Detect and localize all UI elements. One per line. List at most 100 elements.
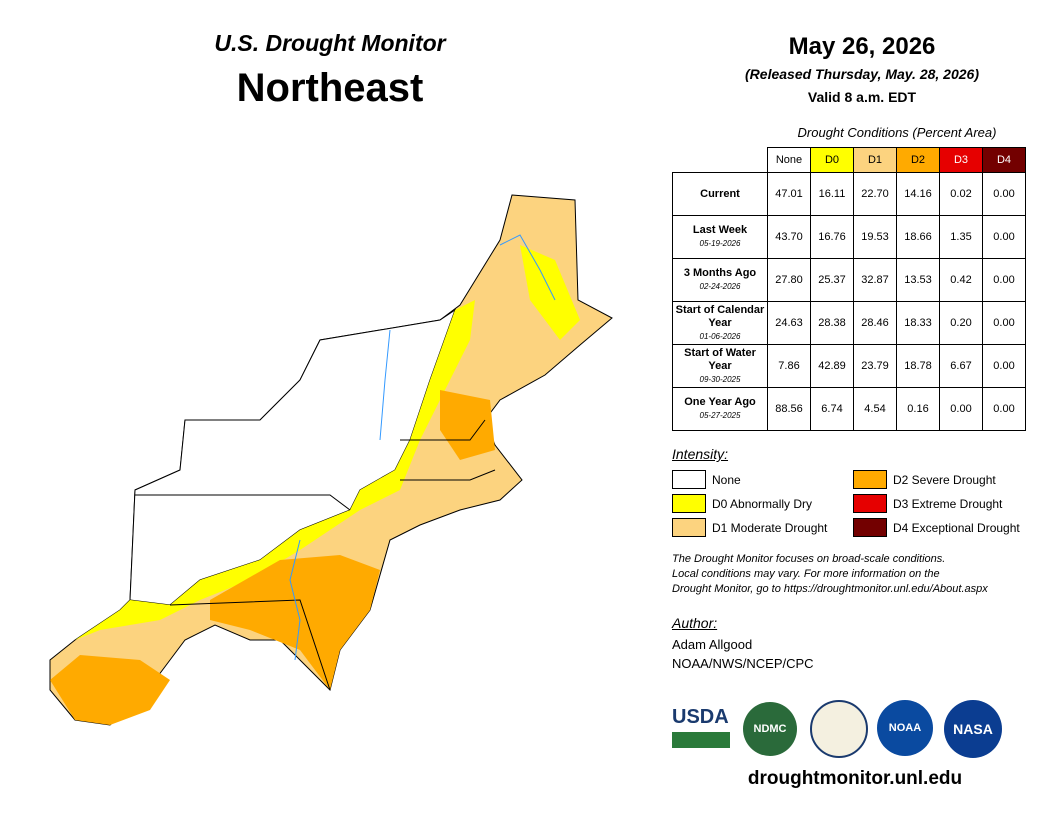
author-org: NOAA/NWS/NCEP/CPC xyxy=(672,656,814,671)
valid: Valid 8 a.m. EDT xyxy=(807,89,917,105)
table-row: Last Week 05-19-2026 43.70 16.76 19.53 18.66 1… xyxy=(672,215,1026,259)
table-row: Start of Calendar Year 01-06-2026 24.63 28.… xyxy=(672,301,1026,345)
cell: 23.79 xyxy=(853,344,897,388)
legend-swatch xyxy=(672,494,706,513)
cell: 6.74 xyxy=(810,387,854,431)
table-row: Start of Water Year 09-30-2025 7.86 42.89 23… xyxy=(672,344,1026,388)
map-region xyxy=(75,300,475,640)
map-region xyxy=(440,390,495,460)
cell: 0.02 xyxy=(939,172,983,216)
legend-swatch xyxy=(672,470,706,489)
cell: 0.00 xyxy=(982,215,1026,259)
river xyxy=(379,329,391,441)
cell: 18.78 xyxy=(896,344,940,388)
cell: 27.80 xyxy=(767,258,811,302)
row-date: 09-30-2025 xyxy=(699,374,741,384)
table-row: Current 47.01 16.11 22.70 14.16 0.02 0.00 xyxy=(672,172,1026,216)
legend-label: D3 Extreme Drought xyxy=(893,496,1003,511)
row-label: Start of Calendar Year 01-06-2026 xyxy=(672,301,768,345)
note-line: Drought Monitor, go to https://droughtmo… xyxy=(672,583,988,595)
legend-swatch xyxy=(853,494,887,513)
row-name: 3 Months Ago xyxy=(683,267,757,279)
legend-label: None xyxy=(712,472,741,487)
cell: 32.87 xyxy=(853,258,897,302)
legend-item: D1 Moderate Drought xyxy=(672,518,827,537)
region: Northeast xyxy=(236,66,424,110)
logo-noaa: NOAA xyxy=(877,700,933,756)
column-header: None xyxy=(767,147,811,173)
logo-nasa: NASA xyxy=(944,700,1002,758)
legend-item: None xyxy=(672,470,741,489)
row-date: 01-06-2026 xyxy=(699,331,741,341)
cell: 18.33 xyxy=(896,301,940,345)
table-caption: Drought Conditions (Percent Area) xyxy=(797,125,997,140)
logo-usda: USDA xyxy=(672,706,729,728)
legend-label: D0 Abnormally Dry xyxy=(712,496,813,511)
cell: 28.46 xyxy=(853,301,897,345)
legend-item: D4 Exceptional Drought xyxy=(853,518,1020,537)
cell: 28.38 xyxy=(810,301,854,345)
legend-item: D3 Extreme Drought xyxy=(853,494,1002,513)
map-region xyxy=(520,245,580,340)
legend-label: D1 Moderate Drought xyxy=(712,520,828,535)
cell: 24.63 xyxy=(767,301,811,345)
logo-usda-mark xyxy=(672,732,730,748)
state-border xyxy=(400,419,486,441)
row-label: Start of Water Year 09-30-2025 xyxy=(672,344,768,388)
author-name: Adam Allgood xyxy=(672,637,753,652)
cell: 88.56 xyxy=(767,387,811,431)
cell: 0.00 xyxy=(982,344,1026,388)
column-header: D3 xyxy=(939,147,983,173)
table-row: One Year Ago 05-27-2025 88.56 6.74 4.54 0.16 0… xyxy=(672,387,1026,431)
map-region xyxy=(210,555,380,690)
map-region xyxy=(50,655,170,725)
legend-item: D0 Abnormally Dry xyxy=(672,494,812,513)
stats-table: None D0 D1 D2 D3 D4 Current 47.01 16.11 22.70 14.1… xyxy=(672,147,1026,431)
cell: 7.86 xyxy=(767,344,811,388)
cell: 19.53 xyxy=(853,215,897,259)
legend-label: D4 Exceptional Drought xyxy=(893,520,1020,535)
legend-swatch xyxy=(853,470,887,489)
cell: 42.89 xyxy=(810,344,854,388)
note-line: The Drought Monitor focuses on broad-sca… xyxy=(672,553,946,565)
table-row: 3 Months Ago 02-24-2026 27.80 25.37 32.87 13.… xyxy=(672,258,1026,302)
cell: 18.66 xyxy=(896,215,940,259)
cell: 0.16 xyxy=(896,387,940,431)
column-header: D4 xyxy=(982,147,1026,173)
cell: 0.42 xyxy=(939,258,983,302)
title: U.S. Drought Monitor xyxy=(214,30,446,56)
state-border xyxy=(400,469,496,481)
author-title: Author: xyxy=(672,615,718,631)
map-date: May 26, 2026 xyxy=(788,33,936,60)
legend-swatch xyxy=(853,518,887,537)
row-label: One Year Ago 05-27-2025 xyxy=(672,387,768,431)
cell: 0.00 xyxy=(982,172,1026,216)
row-name: Start of Calendar Year xyxy=(675,303,765,329)
legend-item: D2 Severe Drought xyxy=(853,470,996,489)
cell: 4.54 xyxy=(853,387,897,431)
cell: 22.70 xyxy=(853,172,897,216)
cell: 0.00 xyxy=(982,301,1026,345)
river xyxy=(499,234,556,301)
legend-label: D2 Severe Drought xyxy=(893,472,996,487)
header-row: None D0 D1 D2 D3 D4 xyxy=(673,147,1026,173)
map xyxy=(49,194,613,726)
cell: 16.11 xyxy=(810,172,854,216)
cell: 13.53 xyxy=(896,258,940,302)
row-label: Last Week 05-19-2026 xyxy=(672,215,768,259)
row-date: 05-27-2025 xyxy=(699,411,741,420)
corner xyxy=(673,148,768,173)
cell: 25.37 xyxy=(810,258,854,302)
row-label: Current xyxy=(672,172,768,216)
cell: 16.76 xyxy=(810,215,854,259)
state-border xyxy=(135,494,351,511)
logo-ndmc: NDMC xyxy=(743,702,797,756)
logo-seal xyxy=(810,700,868,758)
url: droughtmonitor.unl.edu xyxy=(747,768,963,789)
cell: 0.20 xyxy=(939,301,983,345)
cell: 0.00 xyxy=(982,258,1026,302)
row-name: Current xyxy=(700,187,740,200)
row-name: One Year Ago xyxy=(684,396,756,408)
column-header: D1 xyxy=(853,147,897,173)
